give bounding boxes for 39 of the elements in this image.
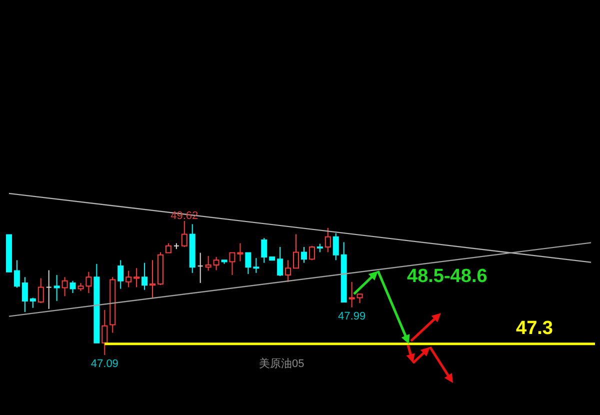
candlestick: [261, 237, 268, 264]
candlestick: [38, 278, 44, 304]
candlestick: [102, 309, 108, 356]
candlestick: [293, 234, 300, 269]
candlestick: [277, 246, 284, 277]
candlestick: [237, 242, 244, 262]
candlestick: [30, 297, 36, 308]
candlestick: [197, 252, 204, 284]
candlestick: [86, 271, 92, 294]
candlestick: [285, 260, 292, 282]
candlestick: [253, 258, 260, 274]
candlestick: [213, 256, 220, 271]
candlestick: [324, 227, 331, 253]
candlestick: [181, 220, 188, 248]
candlestick: [14, 260, 20, 288]
candlestick: [150, 260, 156, 298]
annotation: 48.5-48.6: [407, 266, 488, 288]
candlestick: [70, 280, 76, 294]
candlestick: [126, 270, 132, 288]
annotation: 47.99: [338, 310, 366, 322]
candlestick: [62, 276, 68, 297]
candlestick: [356, 294, 363, 304]
candlestick: [348, 281, 355, 308]
candlestick: [245, 252, 252, 274]
ref-line-label: 47.3: [516, 318, 553, 339]
candlestick: [46, 270, 52, 310]
candlestick: [165, 242, 172, 254]
candlestick: [332, 232, 339, 261]
candlestick: [22, 276, 28, 313]
candlestick: [54, 274, 60, 302]
candlestick: [142, 262, 148, 290]
text: 美原油05: [259, 356, 304, 371]
candlestick: [229, 252, 236, 276]
candlestick: [118, 260, 124, 290]
candlestick: [205, 255, 212, 272]
candlestick: [134, 268, 140, 288]
annotation: 47.09: [90, 358, 118, 370]
candlestick: [300, 246, 307, 264]
candlestick: [308, 245, 315, 261]
